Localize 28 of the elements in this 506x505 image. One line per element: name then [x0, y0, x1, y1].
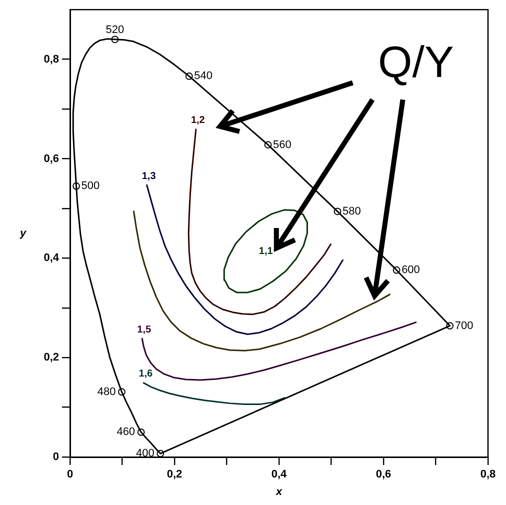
- series-label: 1,2: [190, 115, 206, 126]
- annotation: 560: [273, 138, 292, 151]
- annotation: Q/Y: [378, 38, 454, 87]
- annotation: 520: [106, 24, 124, 36]
- y-tick-label: 0,8: [44, 53, 59, 66]
- x-axis-title: x: [274, 486, 283, 498]
- annotation: 400: [136, 448, 154, 460]
- annotation: 580: [342, 205, 361, 218]
- y-axis-title: y: [18, 227, 27, 240]
- y-tick-label: 0,2: [44, 352, 59, 364]
- x-tick-label: 0,4: [271, 468, 288, 481]
- annotation: 460: [116, 426, 136, 438]
- x-tick-label: 0,6: [376, 468, 392, 481]
- y-tick-label: 0,4: [44, 252, 60, 264]
- series-label: 1,1: [258, 246, 274, 258]
- x-tick-label: 0,2: [166, 468, 182, 481]
- annotation: 600: [402, 264, 420, 276]
- annotation: 500: [81, 180, 100, 192]
- y-tick-label: 0,6: [44, 152, 59, 165]
- annotation: 540: [194, 70, 212, 82]
- y-tick-label: 0: [52, 451, 59, 464]
- annotation: 480: [97, 386, 116, 398]
- series-label: 1,5: [137, 324, 152, 336]
- series-label: 1,3: [142, 170, 156, 182]
- x-tick-label: 0,8: [480, 468, 496, 481]
- x-tick-label: 0: [66, 468, 74, 481]
- annotation: 700: [454, 320, 474, 332]
- series-label: 1,6: [138, 368, 154, 380]
